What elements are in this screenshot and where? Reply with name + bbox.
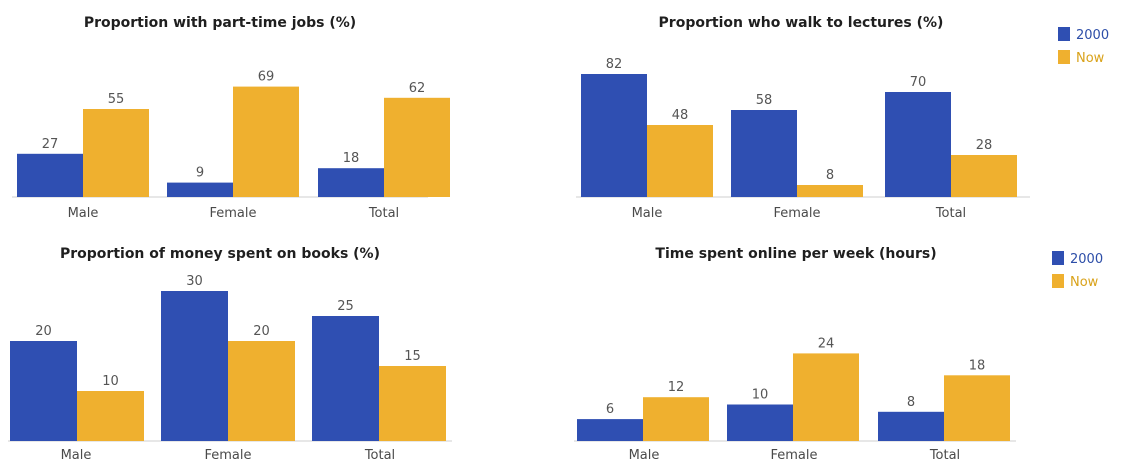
legend-swatch-2000 bbox=[1058, 27, 1070, 41]
bar-2000-female bbox=[731, 110, 797, 197]
legend-label-2000: 2000 bbox=[1076, 28, 1109, 43]
chart-part-time-jobs: Proportion with part-time jobs (%) 27 55 9… bbox=[12, 15, 450, 221]
data-label: 6 bbox=[606, 402, 614, 417]
data-label: 55 bbox=[108, 92, 125, 107]
legend-label-now: Now bbox=[1070, 275, 1099, 290]
bar-2000-male bbox=[577, 419, 643, 441]
data-label: 62 bbox=[409, 81, 426, 96]
bars: 27 55 9 69 18 62 bbox=[17, 70, 450, 197]
chart-title: Time spent online per week (hours) bbox=[655, 246, 936, 262]
data-label: 48 bbox=[672, 108, 689, 123]
bar-2000-female bbox=[167, 182, 233, 197]
chart-money-on-books: Proportion of money spent on books (%) 2… bbox=[8, 246, 452, 463]
category-label: Female bbox=[773, 206, 820, 221]
category-label: Female bbox=[209, 206, 256, 221]
bar-2000-male bbox=[10, 341, 77, 441]
data-label: 10 bbox=[752, 388, 769, 403]
bar-now-total bbox=[379, 366, 446, 441]
bar-now-male bbox=[647, 125, 713, 197]
data-label: 58 bbox=[756, 93, 773, 108]
bar-now-male bbox=[643, 397, 709, 441]
data-label: 30 bbox=[186, 274, 203, 289]
bar-2000-male bbox=[17, 153, 83, 197]
bar-2000-female bbox=[727, 404, 793, 441]
chart-walk-to-lectures: Proportion who walk to lectures (%) 82 48… bbox=[576, 15, 1030, 221]
bar-now-total bbox=[951, 155, 1017, 197]
chart-title: Proportion of money spent on books (%) bbox=[60, 246, 380, 262]
legend-bottom: 2000 Now bbox=[1052, 251, 1103, 290]
chart-time-online: Time spent online per week (hours) 6 12 10… bbox=[574, 246, 1016, 463]
category-label: Male bbox=[632, 206, 663, 221]
legend-label-now: Now bbox=[1076, 51, 1105, 66]
bar-now-total bbox=[944, 375, 1010, 441]
data-label: 8 bbox=[826, 168, 834, 183]
bar-now-total bbox=[384, 97, 450, 197]
legend-top: 2000 Now bbox=[1058, 27, 1109, 66]
data-label: 12 bbox=[668, 380, 685, 395]
data-label: 82 bbox=[606, 57, 623, 72]
category-label: Total bbox=[364, 448, 395, 463]
data-label: 10 bbox=[102, 374, 119, 389]
bar-2000-female bbox=[161, 291, 228, 441]
bar-now-male bbox=[83, 109, 149, 197]
legend-label-2000: 2000 bbox=[1070, 252, 1103, 267]
data-label: 9 bbox=[196, 166, 204, 181]
bar-now-female bbox=[233, 86, 299, 197]
data-label: 20 bbox=[253, 324, 270, 339]
bar-now-female bbox=[228, 341, 295, 441]
category-label: Male bbox=[68, 206, 99, 221]
category-label: Total bbox=[368, 206, 399, 221]
category-label: Female bbox=[204, 448, 251, 463]
chart-title: Proportion with part-time jobs (%) bbox=[84, 15, 356, 31]
bars: 82 48 58 8 70 28 bbox=[581, 57, 1017, 197]
data-label: 18 bbox=[343, 151, 360, 166]
category-label: Female bbox=[770, 448, 817, 463]
category-label: Total bbox=[935, 206, 966, 221]
chart-title: Proportion who walk to lectures (%) bbox=[659, 15, 944, 31]
bar-now-female bbox=[797, 185, 863, 197]
category-label: Male bbox=[61, 448, 92, 463]
bar-2000-total bbox=[318, 168, 384, 197]
data-label: 8 bbox=[907, 395, 915, 410]
bar-now-female bbox=[793, 353, 859, 441]
data-label: 69 bbox=[258, 70, 275, 85]
bars: 20 10 30 20 25 15 bbox=[10, 274, 446, 441]
data-label: 18 bbox=[969, 358, 986, 373]
legend-swatch-now bbox=[1058, 50, 1070, 64]
bar-2000-male bbox=[581, 74, 647, 197]
data-label: 70 bbox=[910, 75, 927, 90]
bar-2000-total bbox=[885, 92, 951, 197]
legend-swatch-now bbox=[1052, 274, 1064, 288]
bar-now-male bbox=[77, 391, 144, 441]
data-label: 25 bbox=[337, 299, 354, 314]
data-label: 20 bbox=[35, 324, 52, 339]
bar-2000-total bbox=[312, 316, 379, 441]
data-label: 28 bbox=[976, 138, 993, 153]
data-label: 27 bbox=[42, 137, 59, 152]
category-label: Male bbox=[629, 448, 660, 463]
legend-swatch-2000 bbox=[1052, 251, 1064, 265]
data-label: 24 bbox=[818, 336, 835, 351]
category-label: Total bbox=[929, 448, 960, 463]
data-label: 15 bbox=[404, 349, 421, 364]
bar-2000-total bbox=[878, 411, 944, 441]
bars: 6 12 10 24 8 18 bbox=[577, 336, 1010, 441]
